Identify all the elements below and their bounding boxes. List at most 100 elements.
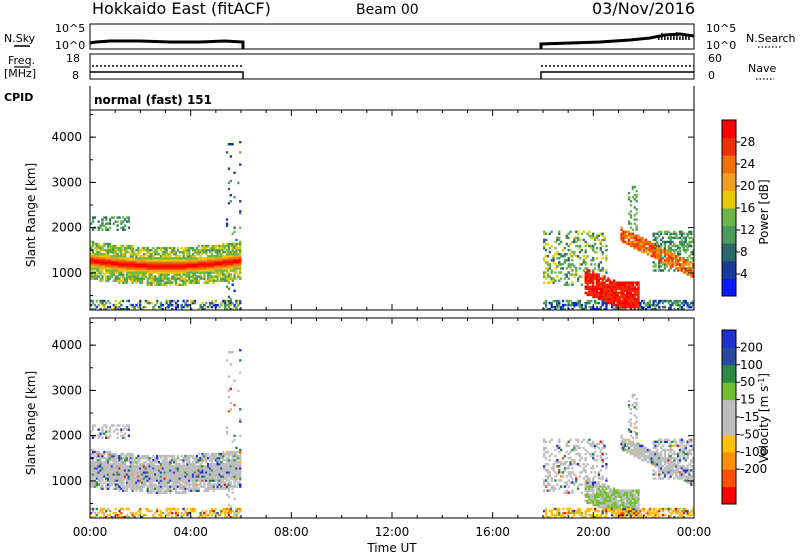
power-cell [140,248,144,252]
power-cell [112,259,115,262]
velocity-cell [157,454,161,458]
power-cell [163,255,166,258]
velocity-cell [592,479,595,482]
power-cell [123,246,127,250]
velocity-cell [210,485,214,488]
velocity-cell [605,479,608,482]
power-cell [595,246,599,250]
power-cell [590,275,593,278]
velocity-cell [199,511,202,515]
power-cell [637,240,640,244]
velocity-cell [103,511,106,515]
power-cell [669,307,672,311]
power-cell [661,248,665,252]
velocity-cell [614,505,618,509]
power-cell [97,252,100,256]
velocity-cell [191,507,195,511]
power-cell [106,228,110,231]
power-cell [173,277,176,280]
velocity-cell [191,487,195,490]
velocity-cell [105,477,108,480]
power-cell [218,279,221,282]
power-cell [614,303,618,307]
power-cell [208,248,212,252]
power-cell [576,299,580,303]
power-cell [229,275,232,278]
power-cell [565,234,568,238]
power-cell [565,275,568,278]
power-cell [212,271,215,274]
velocity-cell [103,424,106,427]
power-cell [91,257,95,260]
power-cell [93,257,97,260]
power-cell [139,259,142,262]
power-cell [161,261,165,264]
power-cell [131,257,134,260]
power-cell [173,273,176,276]
velocity-cell [186,469,189,472]
velocity-cell [180,515,183,519]
velocity-cell [609,491,612,494]
velocity-cell [593,481,597,484]
velocity-cell [222,467,225,470]
power-cell [688,232,691,236]
power-cell [106,255,110,258]
velocity-cell [618,493,621,497]
power-cell [627,295,631,299]
power-cell [110,267,114,270]
power-cell [616,283,619,286]
power-cell [108,242,112,246]
velocity-cell [214,473,217,476]
velocity-cell [125,479,129,482]
power-cell [195,281,198,284]
power-cell [191,279,195,282]
velocity-cell [154,483,157,486]
power-cell [660,250,663,254]
power-cell [190,275,193,278]
velocity-cell [108,463,112,466]
power-cell [203,257,206,260]
velocity-cell [216,475,219,478]
power-cell [554,267,557,270]
power-cell [159,273,163,276]
power-cell [171,259,174,262]
velocity-cell [106,450,110,454]
velocity-cell [597,495,601,499]
power-cell [575,236,578,240]
velocity-cell [599,495,602,499]
velocity-cell [174,489,178,492]
velocity-cell [112,452,115,456]
power-cell [191,273,195,276]
power-cell [173,257,176,260]
power-cell [97,242,100,246]
velocity-cell [207,469,210,472]
velocity-cell [599,493,602,497]
power-cell [186,248,189,252]
power-cell [646,240,650,244]
power-cell [229,257,232,260]
power-cell [222,269,225,272]
power-cell [661,301,665,305]
power-cell [144,299,148,303]
velocity-cell [218,465,221,468]
velocity-cell [559,513,563,517]
velocity-cell [199,477,202,480]
velocity-cell [129,460,132,464]
power-cell [159,301,163,305]
power-cell [97,257,100,260]
power-cell [112,248,115,252]
power-cell [641,246,644,250]
power-cell [627,234,631,238]
power-cell [156,269,159,272]
velocity-cell [222,507,225,511]
power-cell [629,222,633,225]
power-cell [671,240,674,244]
velocity-cell [184,489,187,492]
power-cell [660,299,663,303]
velocity-cell [95,450,98,454]
velocity-cell [588,489,591,492]
power-cell [133,259,136,262]
power-cell [167,267,170,270]
power-cell [154,252,157,256]
power-cell [205,257,208,260]
